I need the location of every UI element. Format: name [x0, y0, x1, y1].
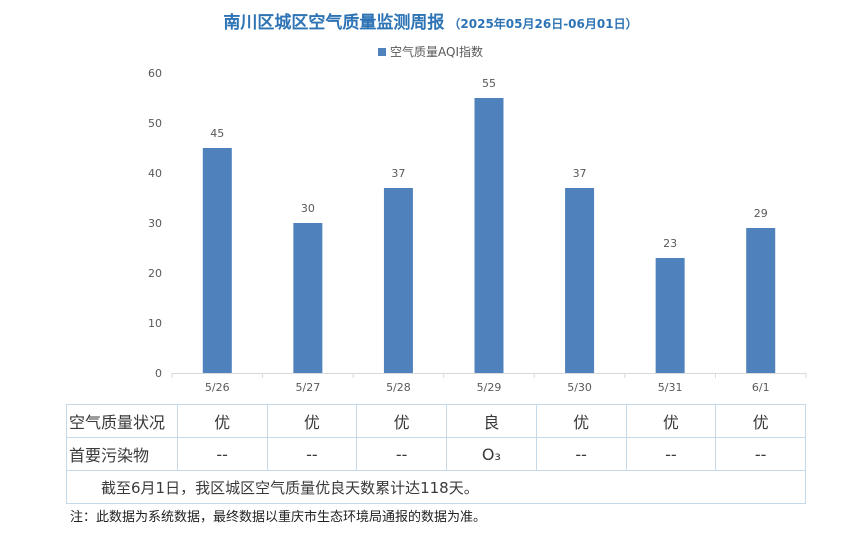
pollutant-cell: --	[535, 437, 627, 471]
x-tick-label: 6/1	[752, 381, 770, 394]
data-label: 29	[754, 207, 768, 220]
y-tick-label: 60	[148, 67, 162, 80]
summary-row: 截至6月1日，我区城区空气质量优良天数累计达118天。	[66, 470, 806, 504]
data-label: 23	[663, 237, 677, 250]
pollutant-cell: O₃	[445, 437, 537, 471]
x-tick-label: 5/29	[477, 381, 502, 394]
bar	[565, 188, 595, 373]
pollutant-cell: --	[715, 437, 806, 471]
y-tick-label: 50	[148, 117, 162, 130]
bar-chart: 0 10 20 30 40 50 60 45 5/26 30 5/27 37 5/28 55 5/29 37 5…	[148, 67, 807, 394]
pollutant-cell: --	[176, 437, 268, 471]
data-label: 30	[301, 202, 315, 215]
bar	[746, 228, 776, 373]
x-tick-label: 5/31	[658, 381, 683, 394]
y-tick-label: 10	[148, 317, 162, 330]
data-label: 37	[573, 167, 587, 180]
pollutant-row-header: 首要污染物	[66, 437, 178, 471]
x-tick-label: 5/27	[296, 381, 321, 394]
quality-cell: 优	[356, 404, 447, 438]
footnote: 注：此数据为系统数据，最终数据以重庆市生态环境局通报的数据为准。	[70, 510, 487, 525]
chart-subtitle: （2025年05月26日-06月01日）	[448, 17, 638, 31]
data-label: 55	[482, 77, 496, 90]
quality-cell: 优	[625, 404, 717, 438]
y-tick-label: 20	[148, 267, 162, 280]
pollutant-cell: --	[625, 437, 717, 471]
data-label: 45	[210, 127, 224, 140]
chart-title-block: 南川区城区空气质量监测周报 （2025年05月26日-06月01日）	[0, 8, 861, 33]
quality-table: 空气质量状况 优 优 优 良 优 优 优 首要污染物 -- -- -- O₃ -…	[66, 404, 806, 504]
bar	[383, 188, 413, 373]
quality-cell: 良	[445, 404, 537, 438]
quality-cell: 优	[176, 404, 268, 438]
legend: 空气质量AQI指数	[0, 43, 861, 60]
x-tick-label: 5/30	[567, 381, 592, 394]
summary-text: 截至6月1日，我区城区空气质量优良天数累计达118天。	[66, 470, 806, 504]
quality-row-header: 空气质量状况	[66, 404, 178, 438]
bar	[474, 98, 504, 373]
x-tick-label: 5/28	[386, 381, 411, 394]
bar	[202, 148, 232, 373]
pollutant-cell: --	[356, 437, 447, 471]
quality-cell: 优	[535, 404, 627, 438]
quality-cell: 优	[266, 404, 358, 438]
quality-cell: 优	[715, 404, 806, 438]
y-tick-label: 30	[148, 217, 162, 230]
data-label: 37	[391, 167, 405, 180]
quality-row: 空气质量状况 优 优 优 良 优 优 优	[66, 404, 806, 438]
legend-swatch	[378, 48, 386, 56]
y-tick-label: 0	[155, 367, 162, 380]
pollutant-cell: --	[266, 437, 358, 471]
chart-title: 南川区城区空气质量监测周报	[223, 13, 445, 33]
legend-label: 空气质量AQI指数	[390, 45, 483, 59]
bar	[655, 258, 685, 373]
x-tick-label: 5/26	[205, 381, 230, 394]
pollutant-row: 首要污染物 -- -- -- O₃ -- -- --	[66, 437, 806, 471]
bar	[293, 223, 323, 373]
y-tick-label: 40	[148, 167, 162, 180]
